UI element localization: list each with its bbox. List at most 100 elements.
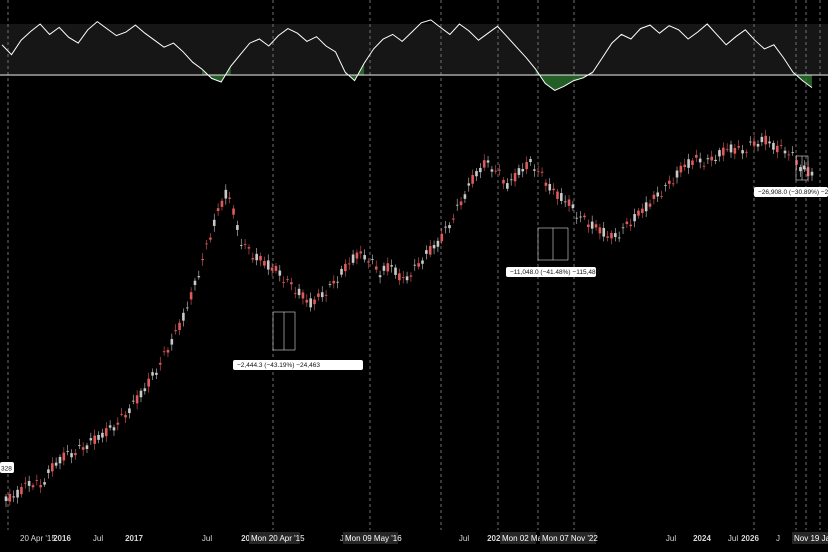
candle-body [517, 168, 521, 175]
candle-body [162, 351, 166, 353]
candle-body [621, 227, 625, 229]
candle-body [656, 192, 660, 197]
candle-body [614, 233, 617, 238]
candle-body [683, 164, 687, 168]
measure-label-box [233, 360, 363, 370]
price-tag-value: 328 [1, 466, 12, 473]
candle-body [394, 267, 397, 275]
x-tick-label: Jul [202, 534, 212, 543]
measure-label-box [506, 267, 596, 277]
candle-body [548, 183, 552, 191]
candle-body [332, 280, 336, 284]
candle-body [471, 175, 474, 184]
candle-body [444, 226, 447, 228]
axis-date-highlight [792, 532, 828, 544]
candle-body [475, 171, 478, 177]
candle-body [128, 408, 131, 414]
candle-body [347, 263, 351, 265]
candle-body [274, 265, 278, 271]
candle-body [309, 298, 312, 308]
candle-body [135, 395, 139, 404]
candle-body [560, 193, 563, 201]
candle-body [58, 456, 62, 464]
candle-body [606, 236, 609, 238]
candle-body [305, 299, 309, 303]
candle-body [12, 496, 16, 498]
candle-body [718, 150, 721, 157]
candle-body [174, 330, 177, 332]
candle-body [509, 179, 513, 181]
candle-body [386, 263, 390, 272]
candle-body [116, 422, 120, 425]
candle-body [282, 282, 285, 283]
candle-body [633, 214, 636, 222]
candle-body [270, 267, 274, 271]
candle-body [81, 447, 85, 450]
candle-body [644, 202, 648, 212]
candle-body [290, 282, 293, 285]
candle-body [482, 160, 486, 168]
x-tick-label: J [776, 534, 780, 543]
candle-body [706, 158, 710, 160]
candle-body [216, 208, 220, 211]
candle-body [536, 171, 540, 173]
candle-body [463, 194, 467, 199]
indicator-band [0, 24, 828, 76]
candle-body [513, 173, 517, 182]
candle-body [158, 362, 162, 365]
candle-body [286, 279, 289, 280]
candle-body [70, 453, 73, 458]
candle-body [50, 463, 54, 472]
indicator-line [1, 19, 813, 91]
candle-body [687, 159, 690, 168]
x-tick-label: Mon 09 May '16 [345, 534, 402, 543]
candle-body [652, 194, 656, 199]
candle-body [359, 251, 363, 254]
candle-body [544, 182, 548, 186]
candle-body [602, 227, 606, 237]
left-price-label: 328 [0, 462, 14, 473]
candle-body [587, 224, 590, 228]
candlestick-series [4, 129, 814, 508]
candle-body [448, 225, 451, 229]
candle-body [189, 292, 193, 300]
candle-body [178, 322, 181, 331]
candle-body [405, 276, 409, 281]
candle-body [671, 183, 675, 185]
candle-body [768, 141, 771, 144]
candle-body [583, 215, 586, 218]
candle-body [799, 167, 802, 172]
candle-body [20, 487, 23, 495]
candle-body [251, 258, 255, 260]
candle-body [575, 217, 579, 219]
x-tick-label: 2016 [53, 534, 71, 543]
x-axis: 20 Apr '152016Jul2017Jul2018Mon 20 Apr '… [20, 532, 828, 544]
candle-body [27, 480, 31, 486]
price-tag-box [0, 462, 14, 473]
candle-body [498, 169, 501, 171]
candle-body [228, 197, 231, 199]
candle-body [185, 307, 189, 309]
candle-body [101, 432, 104, 438]
candle-body [679, 165, 683, 173]
candle-body [791, 152, 795, 153]
candle-body [93, 435, 96, 444]
x-tick-label: Jul [666, 534, 676, 543]
candle-body [62, 452, 66, 461]
candle-body [756, 144, 760, 147]
candle-body [432, 244, 436, 249]
x-tick-label: Mon 20 Apr '15 [251, 534, 305, 543]
candle-body [490, 169, 494, 172]
axis-date-highlight [540, 532, 596, 544]
candle-body [23, 482, 27, 484]
candle-body [355, 252, 359, 259]
candle-body [533, 169, 536, 171]
candle-body [710, 156, 714, 161]
candle-body [301, 292, 305, 299]
candle-body [764, 135, 768, 145]
candle-body [340, 268, 343, 275]
candle-body [31, 485, 35, 488]
candle-body [166, 350, 170, 353]
candle-body [97, 434, 100, 440]
candle-body [521, 169, 525, 172]
